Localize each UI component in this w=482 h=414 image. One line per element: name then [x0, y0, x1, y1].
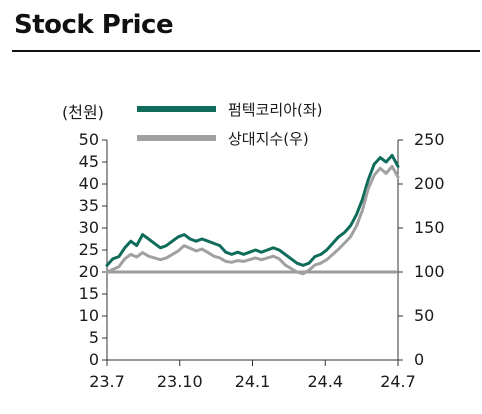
page-title: Stock Price: [14, 10, 174, 40]
y-left-tick-label: 50: [79, 130, 99, 149]
y-right-tick-label: 200: [414, 174, 445, 193]
y-right-tick-label: 0: [414, 350, 424, 369]
y-right-tick-label: 150: [414, 218, 445, 237]
x-tick-label: 24.4: [307, 372, 343, 391]
y-left-tick-label: 20: [79, 262, 99, 281]
y-left-tick-label: 35: [79, 196, 99, 215]
series-line-pumtech: [105, 153, 400, 267]
chart-axes: 0 5 10 15 20 25 30 35 40 45 50 (천원) 0 50 100 150 200 250 2…: [62, 103, 445, 391]
series-line-relative-index: [105, 164, 400, 276]
y-left-tick-label: 0: [89, 350, 99, 369]
y-left-tick-label: 45: [79, 152, 99, 171]
y-left-tick-label: 40: [79, 174, 99, 193]
chart-legend: 펌텍코리아(좌) 상대지수(우): [137, 101, 323, 148]
y-left-tick-label: 10: [79, 306, 99, 325]
legend-label: 펌텍코리아(좌): [228, 101, 323, 119]
y-left-axis-label: (천원): [62, 103, 104, 122]
x-tick-label: 24.7: [380, 372, 416, 391]
y-left-tick-label: 15: [79, 284, 99, 303]
title-divider: [12, 50, 480, 52]
x-tick-label: 24.1: [235, 372, 271, 391]
y-left-tick-label: 30: [79, 218, 99, 237]
y-left-tick-label: 25: [79, 240, 99, 259]
legend-label: 상대지수(우): [228, 130, 309, 148]
x-tick-label: 23.10: [157, 372, 203, 391]
y-right-tick-label: 50: [414, 306, 434, 325]
y-right-tick-label: 100: [414, 262, 445, 281]
chart-series: [105, 153, 400, 276]
x-tick-label: 23.7: [89, 372, 125, 391]
y-left-tick-label: 5: [89, 328, 99, 347]
y-right-tick-label: 250: [414, 130, 445, 149]
